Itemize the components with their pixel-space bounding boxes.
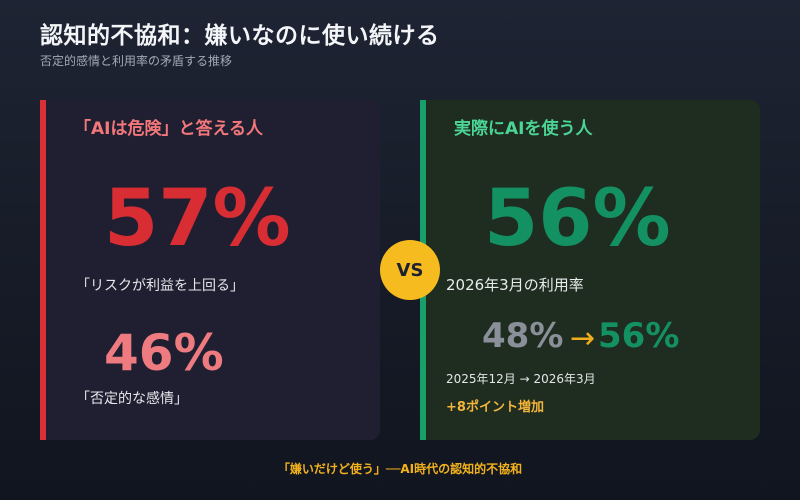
ai-usage-card: 実際にAIを使う人 56% 2026年3月の利用率 48% → 56% 2025… bbox=[420, 100, 760, 440]
vs-badge: VS bbox=[380, 240, 440, 300]
page-subtitle: 否定的感情と利用率の矛盾する推移 bbox=[40, 54, 233, 68]
usage-percentage: 56% bbox=[484, 174, 671, 264]
current-usage-value: 56% bbox=[598, 316, 680, 356]
danger-card-title: 「AIは危険」と答える人 bbox=[74, 119, 263, 139]
risk-caption: 「リスクが利益を上回る」 bbox=[76, 278, 244, 294]
usage-caption: 2026年3月の利用率 bbox=[446, 276, 584, 294]
risk-percentage: 57% bbox=[104, 174, 291, 264]
negative-feeling-percentage: 46% bbox=[104, 324, 224, 382]
page-title: 認知的不協和：嫌いなのに使い続ける bbox=[40, 23, 440, 49]
previous-usage-value: 48% bbox=[482, 316, 564, 356]
usage-card-title: 実際にAIを使う人 bbox=[454, 119, 593, 139]
negative-feeling-caption: 「否定的な感情」 bbox=[76, 391, 188, 407]
footer-caption: 「嫌いだけど使う」──AI時代の認知的不協和 bbox=[277, 462, 523, 476]
points-change: +8ポイント増加 bbox=[446, 400, 544, 415]
trend-arrow-icon: → bbox=[570, 321, 596, 356]
ai-danger-card: 「AIは危険」と答える人 57% 「リスクが利益を上回る」 46% 「否定的な感… bbox=[40, 100, 380, 440]
usage-period: 2025年12月 → 2026年3月 bbox=[446, 372, 596, 386]
